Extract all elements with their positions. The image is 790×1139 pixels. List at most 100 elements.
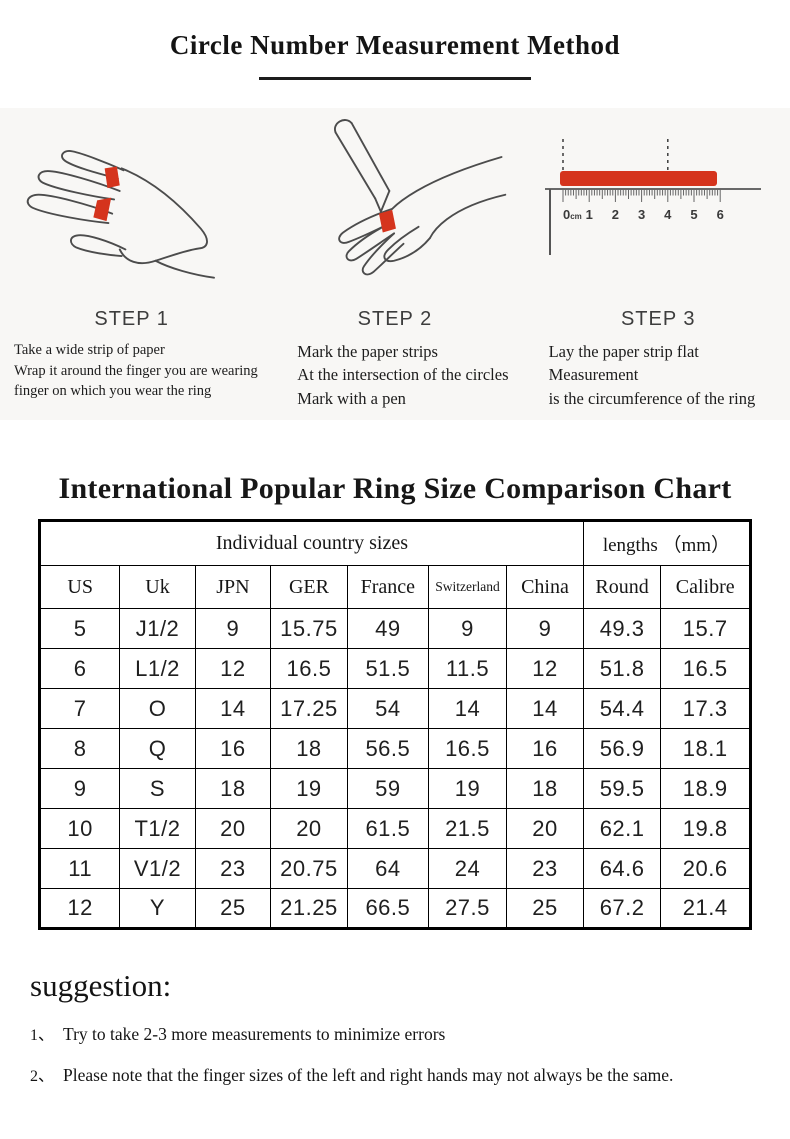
- table-row: 7 O 14 17.25 54 14 14 54.4 17.3: [38, 688, 751, 729]
- paper-strip-mark: [92, 197, 111, 222]
- suggestion-section: suggestion: 1、 Try to take 2-3 more meas…: [0, 930, 790, 1086]
- svg-text:1: 1: [586, 207, 593, 222]
- suggestion-item-text: Please note that the finger sizes of the…: [63, 1065, 674, 1085]
- group-header: lengths （mm）: [582, 520, 752, 566]
- table-row: 8 Q 16 18 56.5 16.5 16 56.9 18.1: [38, 728, 751, 769]
- title-underline: [259, 77, 531, 80]
- column-header: US: [38, 565, 121, 609]
- table-cell: 56.9: [582, 728, 662, 769]
- table-cell: 19: [270, 768, 348, 809]
- table-row: 5 J1/2 9 15.75 49 9 9 49.3 15.7: [38, 608, 751, 649]
- step-2-text: Mark the paper strips At the intersectio…: [263, 340, 526, 410]
- column-header: JPN: [194, 565, 272, 609]
- suggestion-item-text: Try to take 2-3 more measurements to min…: [63, 1024, 446, 1044]
- paper-strip-mark: [104, 166, 120, 189]
- table-cell: 7: [38, 688, 121, 729]
- table-cell: 51.8: [582, 648, 662, 689]
- table-cell: 49: [346, 608, 429, 649]
- column-header: France: [346, 565, 429, 609]
- step-1-illustration: [0, 108, 263, 306]
- step-line: Lay the paper strip flat: [548, 342, 699, 361]
- paper-strip-mark: [378, 209, 396, 233]
- svg-text:5: 5: [691, 207, 698, 222]
- table-cell: 16: [506, 728, 584, 769]
- svg-text:3: 3: [638, 207, 645, 222]
- step-1: STEP 1 Take a wide strip of paper Wrap i…: [0, 108, 263, 420]
- table-cell: 14: [506, 688, 584, 729]
- table-cell: 17.3: [660, 688, 751, 729]
- table-cell: 20: [506, 808, 584, 849]
- table-cell: 21.5: [427, 808, 508, 849]
- step-3-label: STEP 3: [620, 308, 696, 330]
- step-line: Mark the paper strips: [297, 342, 438, 361]
- table-cell: 24: [427, 848, 508, 889]
- table-cell: 21.25: [270, 888, 348, 929]
- table-row: 9 S 18 19 59 19 18 59.5 18.9: [38, 768, 751, 809]
- table-cell: 12: [506, 648, 584, 689]
- group-header: Individual country sizes: [39, 520, 584, 566]
- page-title: Circle Number Measurement Method: [169, 30, 621, 60]
- table-cell: 11: [38, 848, 121, 889]
- step-line: Mark with a pen: [297, 388, 406, 408]
- steps-band: STEP 1 Take a wide strip of paper Wrap i…: [0, 108, 790, 420]
- table-cell: 19.8: [660, 808, 751, 849]
- step-3: 0cm 1 2 3 4 5 6 STEP 3 Lay the paper strip fla…: [527, 108, 790, 420]
- table-cell: 10: [38, 808, 121, 849]
- table-cell: 12: [194, 648, 272, 689]
- svg-text:0cm: 0cm: [563, 207, 582, 222]
- table-row: 12 Y 25 21.25 66.5 27.5 25 67.2 21.4: [38, 888, 751, 929]
- table-cell: 16.5: [427, 728, 508, 769]
- table-cell: 21.4: [660, 888, 751, 929]
- step-line: Measurement: [548, 365, 639, 385]
- table-head: Individual country sizes lengths （mm） US Uk…: [38, 520, 752, 609]
- table-cell: 15.75: [270, 608, 348, 649]
- table-cell: 67.2: [582, 888, 662, 929]
- table-cell: 16.5: [270, 648, 348, 689]
- chart-title: International Popular Ring Size Comparis…: [58, 472, 732, 505]
- table-cell: 17.25: [270, 688, 348, 729]
- table-cell: 16: [194, 728, 272, 769]
- table-cell: 51.5: [346, 648, 429, 689]
- table-row: 10 T1/2 20 20 61.5 21.5 20 62.1 19.8: [38, 808, 751, 849]
- table-cell: 11.5: [427, 648, 508, 689]
- table-cell: 64.6: [582, 848, 662, 889]
- table-cell: S: [119, 768, 196, 809]
- step-1-text: Take a wide strip of paper Wrap it aroun…: [0, 340, 263, 402]
- table-cell: L1/2: [119, 648, 196, 689]
- header: Circle Number Measurement Method: [0, 0, 790, 80]
- table-row: 6 L1/2 12 16.5 51.5 11.5 12 51.8 16.5: [38, 648, 751, 689]
- table-cell: 66.5: [346, 888, 429, 929]
- column-header: Uk: [119, 565, 196, 609]
- table-cell: 20.75: [270, 848, 348, 889]
- column-header: Round: [582, 565, 662, 609]
- column-header: GER: [270, 565, 348, 609]
- table-cell: 54: [346, 688, 429, 729]
- step-line: finger on which you wear the ring: [14, 383, 212, 400]
- step-2-illustration: [263, 108, 526, 306]
- table-cell: 59.5: [582, 768, 662, 809]
- step-line: is the circumference of the ring: [548, 388, 756, 408]
- table-cell: V1/2: [119, 848, 196, 889]
- suggestion-heading: suggestion:: [30, 968, 172, 1003]
- suggestion-item-1: 1、 Try to take 2-3 more measurements to …: [30, 1021, 760, 1045]
- svg-text:2: 2: [612, 207, 619, 222]
- table-cell: 59: [346, 768, 429, 809]
- suggestion-item-number: 2、: [30, 1068, 55, 1085]
- table-cell: 25: [506, 888, 584, 929]
- table-cell: 5: [38, 608, 121, 649]
- table-cell: 49.3: [582, 608, 662, 649]
- table-cell: 27.5: [427, 888, 508, 929]
- svg-text:6: 6: [717, 207, 724, 222]
- table-cell: Q: [119, 728, 196, 769]
- column-header: China: [506, 565, 584, 609]
- table-cell: 15.7: [660, 608, 751, 649]
- step-3-illustration: 0cm 1 2 3 4 5 6: [527, 108, 790, 306]
- table-row: 11 V1/2 23 20.75 64 24 23 64.6 20.6: [38, 848, 751, 889]
- svg-text:4: 4: [664, 207, 672, 222]
- paper-strip-on-ruler: [560, 171, 718, 186]
- suggestion-item-number: 1、: [30, 1027, 55, 1044]
- table-cell: 62.1: [582, 808, 662, 849]
- table-cell: 18: [506, 768, 584, 809]
- step-line: Wrap it around the finger you are wearin…: [14, 362, 258, 379]
